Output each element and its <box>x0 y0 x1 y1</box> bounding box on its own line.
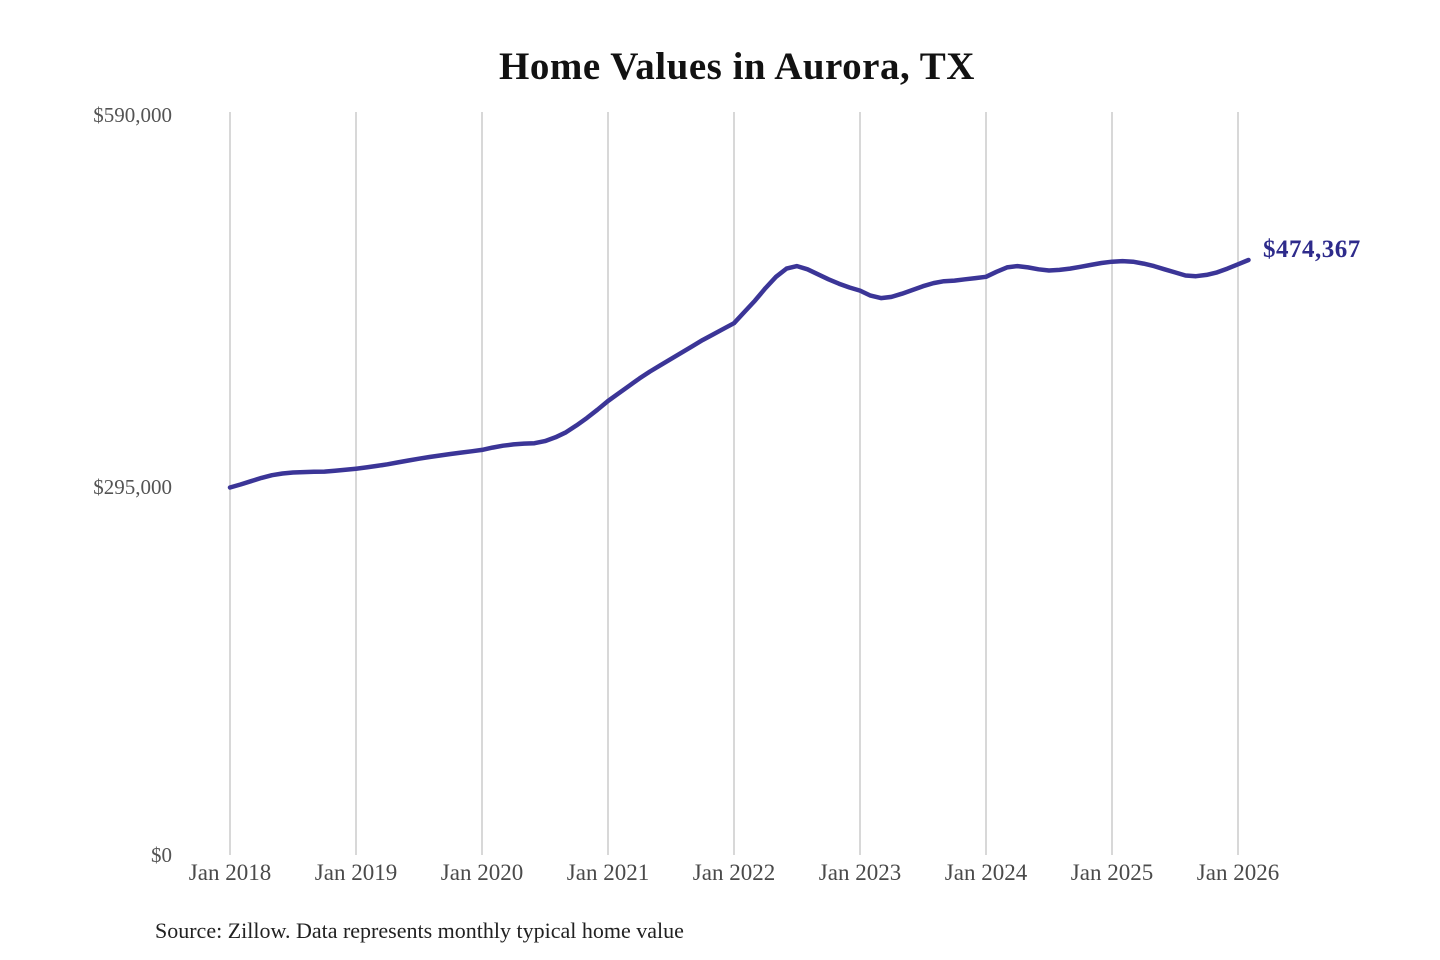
x-axis-tick-jan-2026: Jan 2026 <box>1196 860 1280 885</box>
y-axis-tick-295000: $295,000 <box>93 475 172 499</box>
chart-title: Home Values in Aurora, TX <box>499 45 975 88</box>
vertical-gridlines <box>229 112 1239 855</box>
home-value-line <box>227 257 1251 490</box>
x-axis-tick-jan-2025: Jan 2025 <box>1070 860 1154 885</box>
x-axis-tick-jan-2021: Jan 2021 <box>566 860 650 885</box>
y-axis-tick-0: $0 <box>151 843 172 867</box>
source-note: Source: Zillow. Data represents monthly … <box>155 918 684 943</box>
x-axis-tick-jan-2019: Jan 2019 <box>314 860 398 885</box>
x-axis-tick-jan-2023: Jan 2023 <box>818 860 902 885</box>
current-value-label: $474,367 <box>1263 236 1361 263</box>
y-axis-tick-590000: $590,000 <box>93 103 172 127</box>
x-axis-tick-jan-2024: Jan 2024 <box>944 860 1028 885</box>
x-axis-tick-jan-2020: Jan 2020 <box>440 860 524 885</box>
x-axis-tick-jan-2018: Jan 2018 <box>188 860 272 885</box>
x-axis-tick-jan-2022: Jan 2022 <box>692 860 776 885</box>
